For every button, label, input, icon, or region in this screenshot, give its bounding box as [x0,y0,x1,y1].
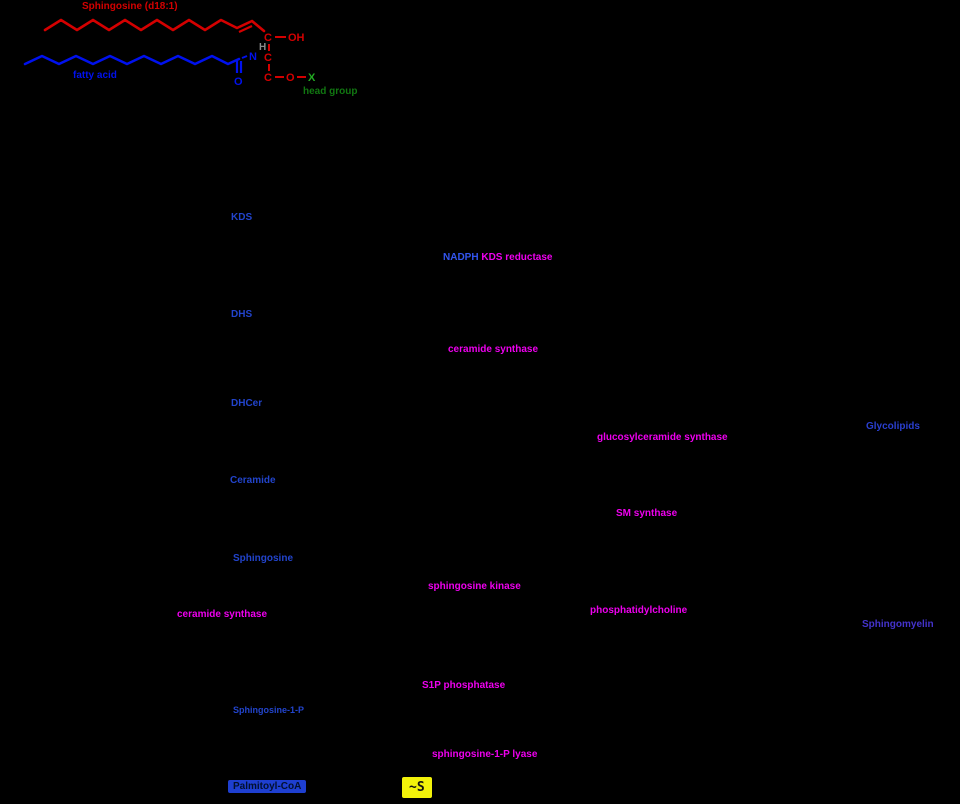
metabolite-dhs: DHS [231,309,253,320]
atom-o-carbonyl: O [234,76,243,88]
product-glycolipids: Glycolipids [866,421,920,432]
enzyme-s1p-phosphatase: S1P phosphatase [422,680,506,691]
enzyme-kds-reductase-text: KDS reductase [481,252,553,263]
enzyme-kds-reductase: NADPH KDS reductase [443,252,552,264]
palmitoyl-coa-highlight: Palmitoyl-CoA [228,780,307,793]
metabolite-ceramide: Ceramide [230,475,276,486]
atom-h: H [259,42,266,53]
metabolite-palmitoyl-coa: Palmitoyl-CoA [228,780,307,793]
bond-c-n [241,55,248,59]
substrate-phosphatidylcholine: phosphatidylcholine [590,605,688,616]
atom-oh: OH [288,32,305,44]
atom-o-ester: O [286,72,295,84]
enzyme-sm-synthase: SM synthase [616,508,678,519]
enzyme-sphingosine-kinase: sphingosine kinase [428,581,521,592]
product-sphingomyelin: Sphingomyelin [862,619,934,630]
enzyme-s1p-lyase: sphingosine-1-P lyase [432,749,538,760]
sphingosine-chain [43,18,266,33]
metabolite-sphingosine: Sphingosine [233,553,293,564]
enzyme-ceramide-synthase-salvage: ceramide synthase [177,609,268,620]
enzyme-ceramide-synthase: ceramide synthase [448,344,539,355]
metabolite-dhcer: DHCer [231,398,263,409]
fatty-acid-label: fatty acid [73,70,117,81]
atom-c1: C [264,72,272,84]
atom-c3: C [264,32,272,44]
atom-x-headgroup: X [308,72,316,84]
thioester-tag: ~S [402,777,432,798]
atom-c2: C [264,52,272,64]
fatty-acid-chain [23,54,241,66]
metabolite-sphingosine-1-p: Sphingosine-1-P [233,705,305,715]
double-bond [238,25,253,33]
enzyme-glucosylceramide-synthase: glucosylceramide synthase [597,432,728,443]
metabolite-kds: KDS [231,212,253,223]
nadph-cofactor: NADPH [443,252,479,263]
head-group-label: head group [303,86,358,97]
atom-n: N [249,51,257,63]
ceramide-structure: C OH C C O X O N H [23,18,316,88]
sphingosine-label: Sphingosine (d18:1) [82,1,178,12]
